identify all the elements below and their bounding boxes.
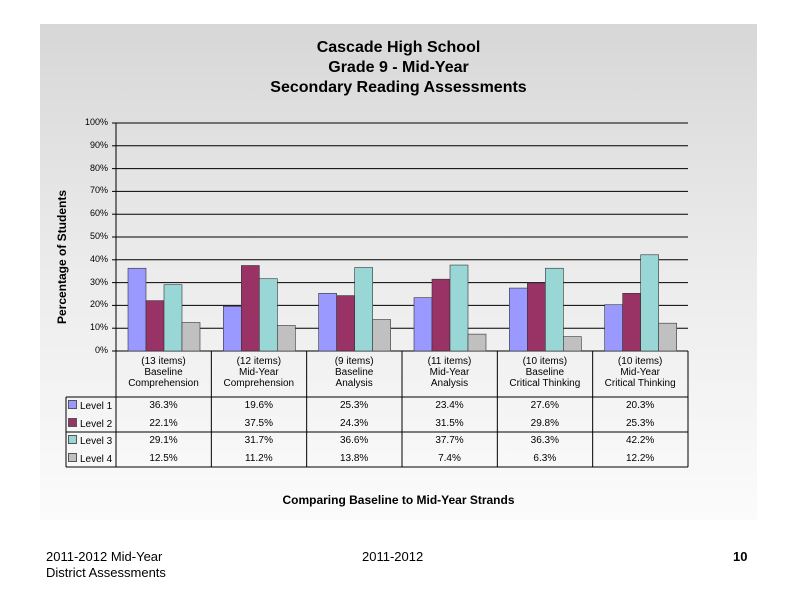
x-axis-label: Comparing Baseline to Mid-Year Strands	[282, 493, 515, 507]
bar-level-2	[527, 282, 546, 352]
y-tick-label: 30%	[89, 276, 108, 287]
y-tick-label: 100%	[84, 117, 108, 127]
data-table-cell: 12.2%	[625, 452, 655, 464]
data-table-cell: 6.3%	[533, 452, 557, 464]
chart-title-line-1: Cascade High School	[316, 39, 481, 56]
x-category-label: (11 items) Mid-Year Analysis	[427, 356, 472, 389]
y-tick-label: 40%	[89, 253, 108, 264]
y-tick-label: 80%	[89, 162, 108, 173]
y-tick-label: 70%	[89, 185, 108, 196]
legend-label: Level 2	[80, 418, 113, 430]
y-tick-label: 10%	[89, 322, 108, 333]
x-category-label: (10 items) Mid-Year Critical Thinking	[604, 356, 676, 389]
bar-level-3	[545, 267, 564, 352]
y-axis-label: Percentage of Students	[55, 189, 69, 325]
footer-left-line-2: District Assessments	[46, 565, 166, 580]
bar-level-1	[413, 297, 433, 352]
y-tick-label: 0%	[94, 345, 108, 355]
data-table-cell: 11.2%	[245, 452, 273, 464]
data-table-cell: 25.3%	[339, 400, 369, 411]
bar-level-2	[145, 300, 165, 352]
data-table-cell: 36.3%	[149, 400, 178, 411]
data-table-cell: 23.4%	[435, 400, 464, 411]
data-table-cell: 29.8%	[530, 417, 559, 429]
chart-title-line-2: Grade 9 - Mid-Year	[328, 59, 469, 76]
x-category-label: (12 items) Mid-Year Comprehension	[223, 356, 295, 389]
legend-swatch	[68, 435, 77, 444]
legend-label: Level 1	[80, 401, 113, 412]
legend-entry: Level 2	[68, 417, 113, 430]
legend-entry: Level 3	[68, 435, 112, 447]
bar-level-2	[431, 278, 451, 352]
data-table-cell: 37.7%	[435, 435, 464, 446]
legend-entry: Level 1	[68, 400, 112, 412]
data-table-cell: 13.8%	[339, 452, 369, 464]
footer-left-line-1: 2011-2012 Mid-Year	[46, 549, 163, 564]
y-tick-label: 90%	[89, 139, 108, 150]
bar-level-4	[181, 322, 201, 352]
bar-level-1	[509, 287, 528, 352]
bar-level-2	[241, 265, 260, 352]
data-table-cell: 12.5%	[149, 452, 178, 464]
data-table-cell: 36.6%	[339, 435, 369, 446]
legend-swatch	[68, 417, 77, 427]
data-table-cell: 22.1%	[149, 417, 178, 429]
x-category-label: (9 items) Baseline Analysis	[334, 356, 374, 389]
bar-level-4	[372, 319, 391, 352]
legend-swatch	[68, 400, 77, 409]
bar-level-3	[163, 284, 183, 352]
bar-level-1	[604, 304, 623, 352]
data-table-cell: 27.6%	[530, 400, 559, 411]
y-tick-label: 20%	[89, 299, 108, 310]
legend-label: Level 4	[80, 453, 113, 465]
bar-level-3	[259, 278, 278, 352]
x-category-label: (13 items) Baseline Comprehension	[128, 356, 199, 389]
legend-swatch	[68, 452, 77, 462]
bar-level-4	[467, 333, 487, 352]
data-table-cell: 25.3%	[625, 417, 655, 429]
bar-level-4	[658, 322, 677, 352]
bar-level-1	[318, 293, 337, 352]
data-table-cell: 31.5%	[435, 417, 464, 429]
page-number: 10	[733, 549, 748, 564]
bar-level-2	[622, 293, 641, 352]
data-table-cell: 31.7%	[244, 435, 273, 446]
data-table-cell: 20.3%	[625, 400, 655, 411]
data-table-cell: 42.2%	[625, 435, 655, 446]
data-table-cell: 19.6%	[244, 400, 273, 411]
footer-center: 2011-2012	[362, 549, 424, 564]
legend-label: Level 3	[80, 436, 113, 447]
y-tick-label: 50%	[89, 231, 108, 241]
legend-entry: Level 4	[68, 452, 113, 465]
y-tick-label: 60%	[89, 208, 108, 219]
footer-left: 2011-2012 Mid-Year District Assessments	[46, 549, 166, 581]
bar-level-4	[277, 325, 296, 352]
chart-panel	[40, 24, 757, 520]
data-table-cell: 29.1%	[149, 435, 178, 446]
bar-level-3	[640, 254, 659, 352]
chart-title-line-3: Secondary Reading Assessments	[270, 79, 527, 96]
data-table-cell: 37.5%	[244, 417, 273, 429]
bar-level-2	[336, 295, 355, 352]
bar-level-4	[563, 336, 582, 352]
data-table-cell: 36.3%	[530, 435, 559, 446]
bar-level-3	[354, 267, 373, 352]
bar-level-3	[449, 264, 469, 352]
data-table-cell: 24.3%	[339, 417, 369, 429]
bar-level-1	[127, 267, 147, 352]
x-category-label: (10 items) Baseline Critical Thinking	[509, 356, 581, 389]
data-table-cell: 7.4%	[438, 452, 461, 464]
bar-level-1	[223, 306, 242, 352]
